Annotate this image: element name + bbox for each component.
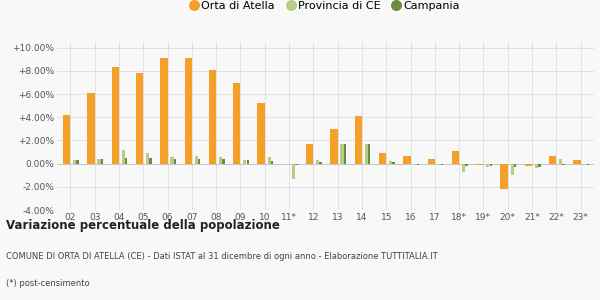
- Bar: [76, 160, 79, 164]
- Bar: [452, 151, 459, 164]
- Bar: [306, 144, 313, 164]
- Bar: [243, 160, 247, 164]
- Bar: [344, 144, 346, 164]
- Bar: [583, 164, 587, 165]
- Bar: [587, 164, 589, 165]
- Bar: [247, 160, 249, 164]
- Bar: [125, 158, 127, 164]
- Bar: [271, 161, 273, 164]
- Bar: [233, 82, 241, 164]
- Bar: [97, 159, 101, 164]
- Bar: [538, 164, 541, 167]
- Bar: [222, 159, 224, 164]
- Bar: [514, 164, 516, 167]
- Bar: [535, 164, 538, 168]
- Bar: [389, 161, 392, 164]
- Legend: Orta di Atella, Provincia di CE, Campania: Orta di Atella, Provincia di CE, Campani…: [191, 1, 460, 10]
- Bar: [73, 160, 76, 164]
- Bar: [574, 160, 581, 164]
- Bar: [198, 159, 200, 164]
- Bar: [319, 163, 322, 164]
- Bar: [136, 73, 143, 164]
- Bar: [63, 115, 70, 164]
- Bar: [160, 58, 167, 164]
- Bar: [173, 159, 176, 164]
- Bar: [331, 129, 338, 164]
- Text: Variazione percentuale della popolazione: Variazione percentuale della popolazione: [6, 219, 280, 232]
- Bar: [170, 157, 173, 164]
- Bar: [511, 164, 514, 175]
- Bar: [88, 93, 95, 164]
- Bar: [490, 164, 492, 166]
- Bar: [465, 164, 467, 166]
- Bar: [146, 153, 149, 164]
- Bar: [194, 155, 198, 164]
- Bar: [437, 164, 441, 165]
- Bar: [486, 164, 490, 167]
- Bar: [403, 155, 410, 164]
- Bar: [562, 164, 565, 165]
- Bar: [365, 144, 368, 164]
- Bar: [219, 157, 222, 164]
- Bar: [122, 150, 125, 164]
- Text: COMUNE DI ORTA DI ATELLA (CE) - Dati ISTAT al 31 dicembre di ogni anno - Elabora: COMUNE DI ORTA DI ATELLA (CE) - Dati IST…: [6, 252, 437, 261]
- Bar: [559, 159, 562, 164]
- Bar: [112, 68, 119, 164]
- Bar: [185, 58, 192, 164]
- Bar: [500, 164, 508, 189]
- Bar: [316, 160, 319, 164]
- Bar: [209, 70, 216, 164]
- Bar: [292, 164, 295, 179]
- Bar: [462, 164, 465, 172]
- Bar: [416, 164, 419, 165]
- Bar: [441, 164, 443, 165]
- Bar: [355, 116, 362, 164]
- Bar: [392, 163, 395, 164]
- Bar: [257, 103, 265, 164]
- Bar: [340, 144, 344, 164]
- Bar: [379, 153, 386, 164]
- Bar: [476, 164, 484, 165]
- Bar: [428, 159, 435, 164]
- Bar: [101, 159, 103, 164]
- Bar: [368, 144, 370, 164]
- Bar: [525, 164, 532, 166]
- Bar: [549, 155, 556, 164]
- Text: (*) post-censimento: (*) post-censimento: [6, 279, 89, 288]
- Bar: [149, 158, 152, 164]
- Bar: [268, 157, 271, 164]
- Bar: [295, 164, 298, 165]
